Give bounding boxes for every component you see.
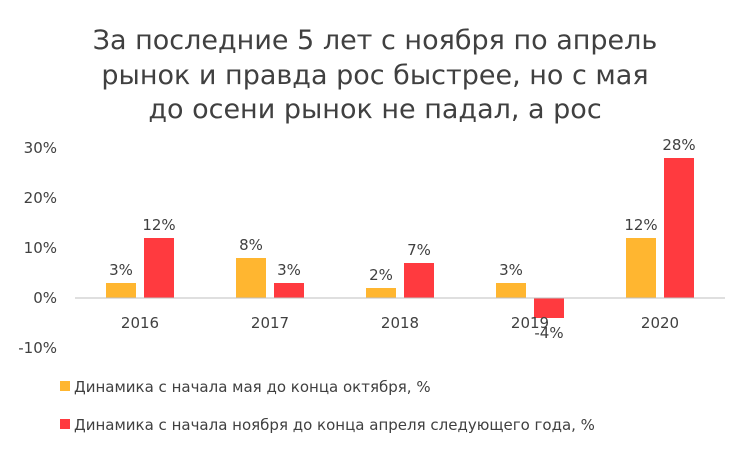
y-tick-label: 10%	[24, 239, 57, 257]
data-labels: 3% 8% 2% 3% 12% 12% 3% 7% -4% 28%	[109, 136, 696, 342]
legend-swatch-series-1	[60, 381, 70, 391]
data-label-series-1-2016: 3%	[109, 261, 133, 279]
x-tick-label-2019: 2019	[511, 314, 549, 332]
y-tick-label: 30%	[24, 139, 57, 157]
x-tick-label-2020: 2020	[641, 314, 679, 332]
x-tick-label-2017: 2017	[251, 314, 289, 332]
chart-title-line-3: до осени рынок не падал, а рос	[148, 94, 601, 125]
data-label-series-1-2019: 3%	[499, 261, 523, 279]
bar-series-1-2018	[366, 288, 396, 298]
data-label-series-2-2020: 28%	[662, 136, 695, 154]
bar-series-1-2016	[106, 283, 136, 298]
data-label-series-2-2016: 12%	[142, 216, 175, 234]
bar-series-2-2017	[274, 283, 304, 298]
bars	[106, 158, 694, 318]
bar-series-2-2019	[534, 298, 564, 318]
x-axis: 2016 2017 2018 2019 2020	[121, 314, 679, 332]
bar-series-2-2018	[404, 263, 434, 298]
legend-label-series-1: Динамика с начала мая до конца октября, …	[74, 378, 431, 396]
legend-label-series-2: Динамика с начала ноября до конца апреля…	[74, 416, 595, 434]
legend: Динамика с начала мая до конца октября, …	[60, 378, 595, 434]
x-tick-label-2016: 2016	[121, 314, 159, 332]
y-axis: 30% 20% 10% 0% -10%	[18, 139, 57, 357]
y-tick-label: -10%	[18, 339, 57, 357]
y-tick-label: 0%	[33, 289, 57, 307]
bar-series-1-2020	[626, 238, 656, 298]
data-label-series-1-2018: 2%	[369, 266, 393, 284]
bar-series-2-2020	[664, 158, 694, 298]
data-label-series-2-2019: -4%	[534, 324, 563, 342]
bar-series-1-2017	[236, 258, 266, 298]
data-label-series-2-2017: 3%	[277, 261, 301, 279]
data-label-series-1-2020: 12%	[624, 216, 657, 234]
bar-series-2-2016	[144, 238, 174, 298]
legend-swatch-series-2	[60, 419, 70, 429]
data-label-series-2-2018: 7%	[407, 241, 431, 259]
bar-series-1-2019	[496, 283, 526, 298]
data-label-series-1-2017: 8%	[239, 236, 263, 254]
chart-title: За последние 5 лет с ноября по апрель ры…	[93, 25, 658, 125]
chart-title-line-1: За последние 5 лет с ноября по апрель	[93, 25, 658, 56]
chart-title-line-2: рынок и правда рос быстрее, но с мая	[101, 60, 648, 91]
x-tick-label-2018: 2018	[381, 314, 419, 332]
y-tick-label: 20%	[24, 189, 57, 207]
